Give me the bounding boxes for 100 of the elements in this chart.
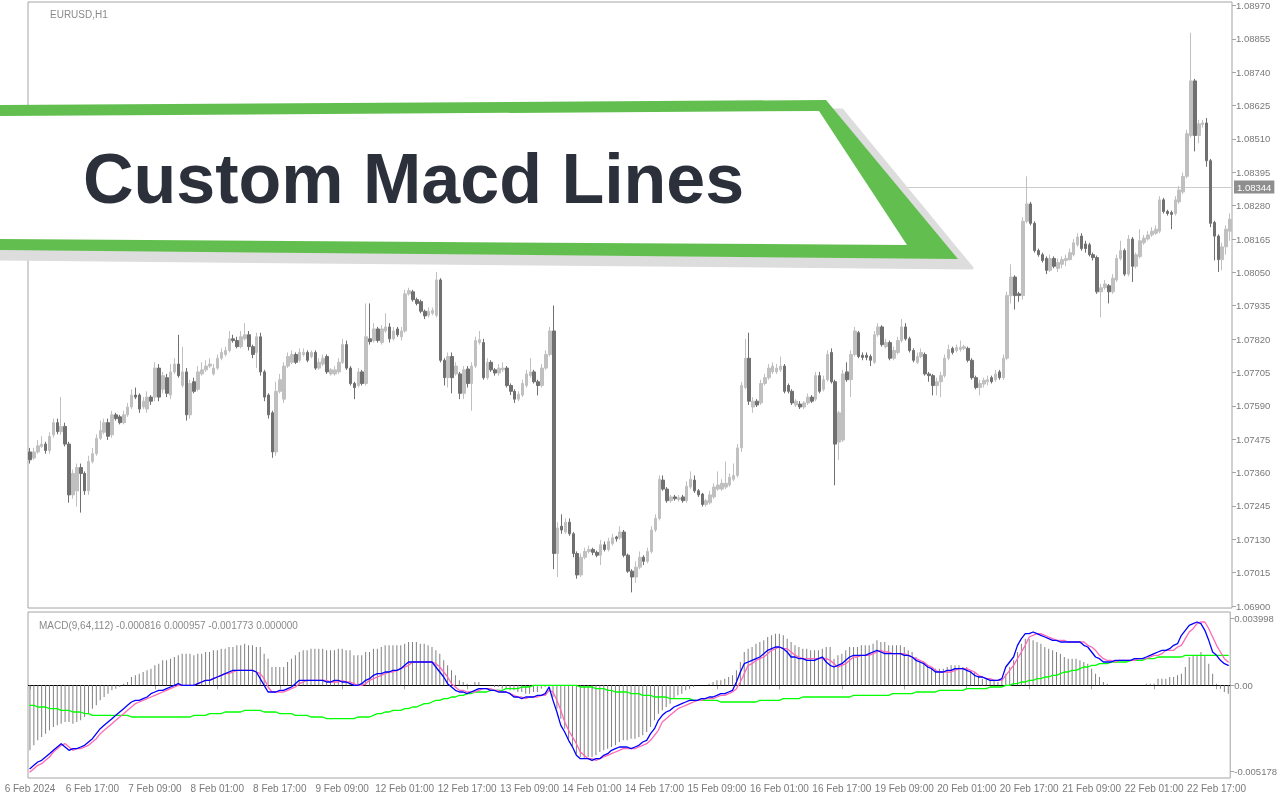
candlestick <box>165 373 169 398</box>
y-tick-label: 1.07360 <box>1236 467 1271 479</box>
candlestick <box>454 361 458 377</box>
x-tick-label: 12 Feb 01:00 <box>375 782 435 794</box>
candlestick <box>806 392 810 406</box>
candlestick <box>462 365 466 400</box>
candlestick <box>44 441 47 455</box>
candlestick <box>396 326 399 338</box>
candlestick <box>779 356 782 373</box>
candlestick <box>161 371 165 394</box>
candlestick <box>118 414 122 425</box>
x-tick-label: 22 Feb 17:00 <box>1187 782 1247 794</box>
text: MACD(9,64,112) -0.000816 0.000957 -0.001773 0.000000 <box>39 619 299 631</box>
candlestick <box>794 398 798 408</box>
x-tick-label: 6 Feb 17:00 <box>65 782 120 794</box>
candlestick <box>814 371 817 402</box>
candlestick <box>615 535 618 543</box>
candlestick <box>310 349 313 359</box>
y-tick-label: 1.07820 <box>1236 333 1271 345</box>
y-tick-label: 1.07245 <box>1236 500 1271 512</box>
text: EURUSD,H1 <box>50 8 109 20</box>
candlestick <box>990 375 993 384</box>
candlestick <box>751 396 755 414</box>
candlestick <box>845 361 849 383</box>
candlestick <box>681 494 685 504</box>
candlestick <box>888 340 892 361</box>
candlestick <box>1045 255 1048 275</box>
candlestick <box>235 336 239 349</box>
candlestick <box>798 400 802 410</box>
y-tick-label: 1.06900 <box>1236 600 1271 612</box>
candlestick <box>427 306 430 318</box>
candlestick <box>435 271 438 318</box>
y-tick-label: -0.005178 <box>1234 766 1278 778</box>
x-tick-label: 8 Feb 01:00 <box>190 782 245 794</box>
y-tick-label: 1.07015 <box>1236 567 1271 579</box>
candlestick <box>1056 257 1060 273</box>
candlestick <box>959 340 962 353</box>
candlestick <box>360 369 364 387</box>
candlestick <box>818 371 821 394</box>
candlestick <box>669 494 673 504</box>
x-tick-label: 15 Feb 09:00 <box>687 782 747 794</box>
candlestick <box>466 365 470 389</box>
candlestick <box>357 367 360 389</box>
candlestick <box>329 367 333 377</box>
candlestick <box>962 344 966 351</box>
candlestick <box>228 330 231 353</box>
candlestick <box>783 363 786 394</box>
x-tick-label: 16 Feb 17:00 <box>812 782 872 794</box>
candlestick <box>951 346 954 355</box>
candlestick <box>603 541 606 552</box>
candlestick <box>599 539 602 566</box>
candlestick <box>747 332 751 406</box>
candlestick <box>1127 234 1130 277</box>
y-tick-label: 1.08510 <box>1236 133 1271 145</box>
candlestick <box>884 338 888 349</box>
candlestick <box>618 525 622 541</box>
candlestick <box>157 363 161 402</box>
x-tick-label: 14 Feb 17:00 <box>625 782 685 794</box>
candlestick <box>1197 119 1201 144</box>
candlestick <box>59 396 63 436</box>
y-tick-label: 1.08280 <box>1236 200 1271 212</box>
candlestick <box>611 533 614 547</box>
x-tick-label: 6 Feb 2024 <box>4 782 56 794</box>
candlestick <box>314 349 317 371</box>
candlestick <box>1013 274 1017 311</box>
x-tick-label: 14 Feb 01:00 <box>562 782 622 794</box>
candlestick <box>880 324 884 348</box>
candlestick <box>564 517 567 535</box>
candlestick <box>931 373 935 396</box>
candlestick <box>231 334 235 344</box>
candlestick <box>110 410 114 439</box>
y-tick-label: 0.003998 <box>1234 613 1274 625</box>
x-tick-label: 19 Feb 09:00 <box>874 782 935 794</box>
candlestick <box>149 394 153 406</box>
candlestick <box>114 412 118 422</box>
candlestick <box>52 418 55 439</box>
candlestick <box>325 353 329 375</box>
x-tick-label: 20 Feb 17:00 <box>999 782 1060 794</box>
candlestick <box>75 463 79 507</box>
candlestick <box>153 361 157 402</box>
candlestick <box>1052 255 1056 269</box>
candlestick <box>591 547 595 556</box>
y-tick-label: 1.07590 <box>1236 400 1271 412</box>
candlestick <box>552 304 556 570</box>
candlestick <box>192 377 196 394</box>
y-tick-label: 1.08625 <box>1236 100 1271 112</box>
candlestick <box>1162 197 1165 214</box>
ref-line-label: 1.08344 <box>1237 181 1272 193</box>
candlestick <box>177 334 180 379</box>
candlestick <box>1131 236 1134 283</box>
candlestick <box>1095 255 1099 295</box>
x-tick-label: 12 Feb 17:00 <box>437 782 498 794</box>
y-tick-label: 1.07130 <box>1236 533 1271 545</box>
candlestick <box>446 351 450 389</box>
candlestick <box>368 302 372 346</box>
candlestick <box>302 347 305 358</box>
candlestick <box>48 431 51 455</box>
candlestick <box>857 330 860 359</box>
candlestick <box>388 322 391 344</box>
x-tick-label: 9 Feb 09:00 <box>315 782 370 794</box>
